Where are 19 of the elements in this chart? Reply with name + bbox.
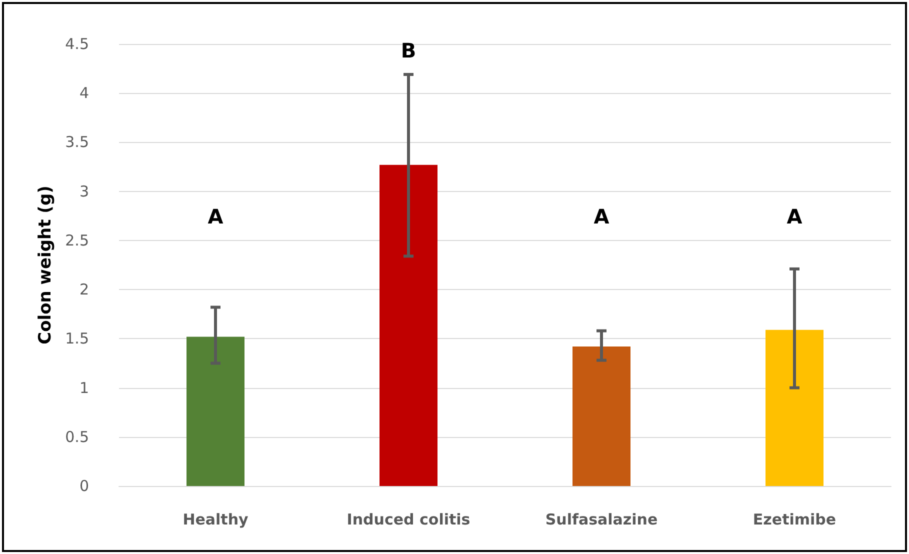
y-axis-title: Colon weight (g) — [36, 186, 56, 344]
x-tick-label: Healthy — [182, 510, 249, 528]
y-tick-label: 2 — [79, 280, 89, 299]
annotation: A — [594, 204, 610, 228]
x-tick-label: Sulfasalazine — [545, 510, 658, 528]
y-tick-label: 3.5 — [65, 133, 89, 152]
annotation: A — [786, 204, 803, 228]
annotation: B — [400, 38, 416, 62]
y-tick-label: 1.5 — [65, 330, 89, 348]
y-tick-label: 4.5 — [65, 35, 89, 53]
x-tick-label: Induced colitis — [346, 510, 470, 528]
y-tick-label: 4 — [79, 84, 89, 102]
y-tick-label: 3 — [79, 182, 89, 200]
y-tick-label: 0 — [79, 477, 89, 495]
y-tick-label: 1 — [79, 378, 89, 397]
y-tick-label: 0.5 — [65, 428, 89, 446]
x-tick-label: Ezetimibe — [752, 510, 836, 528]
annotation: A — [208, 204, 224, 228]
y-tick-label: 2.5 — [65, 231, 89, 250]
